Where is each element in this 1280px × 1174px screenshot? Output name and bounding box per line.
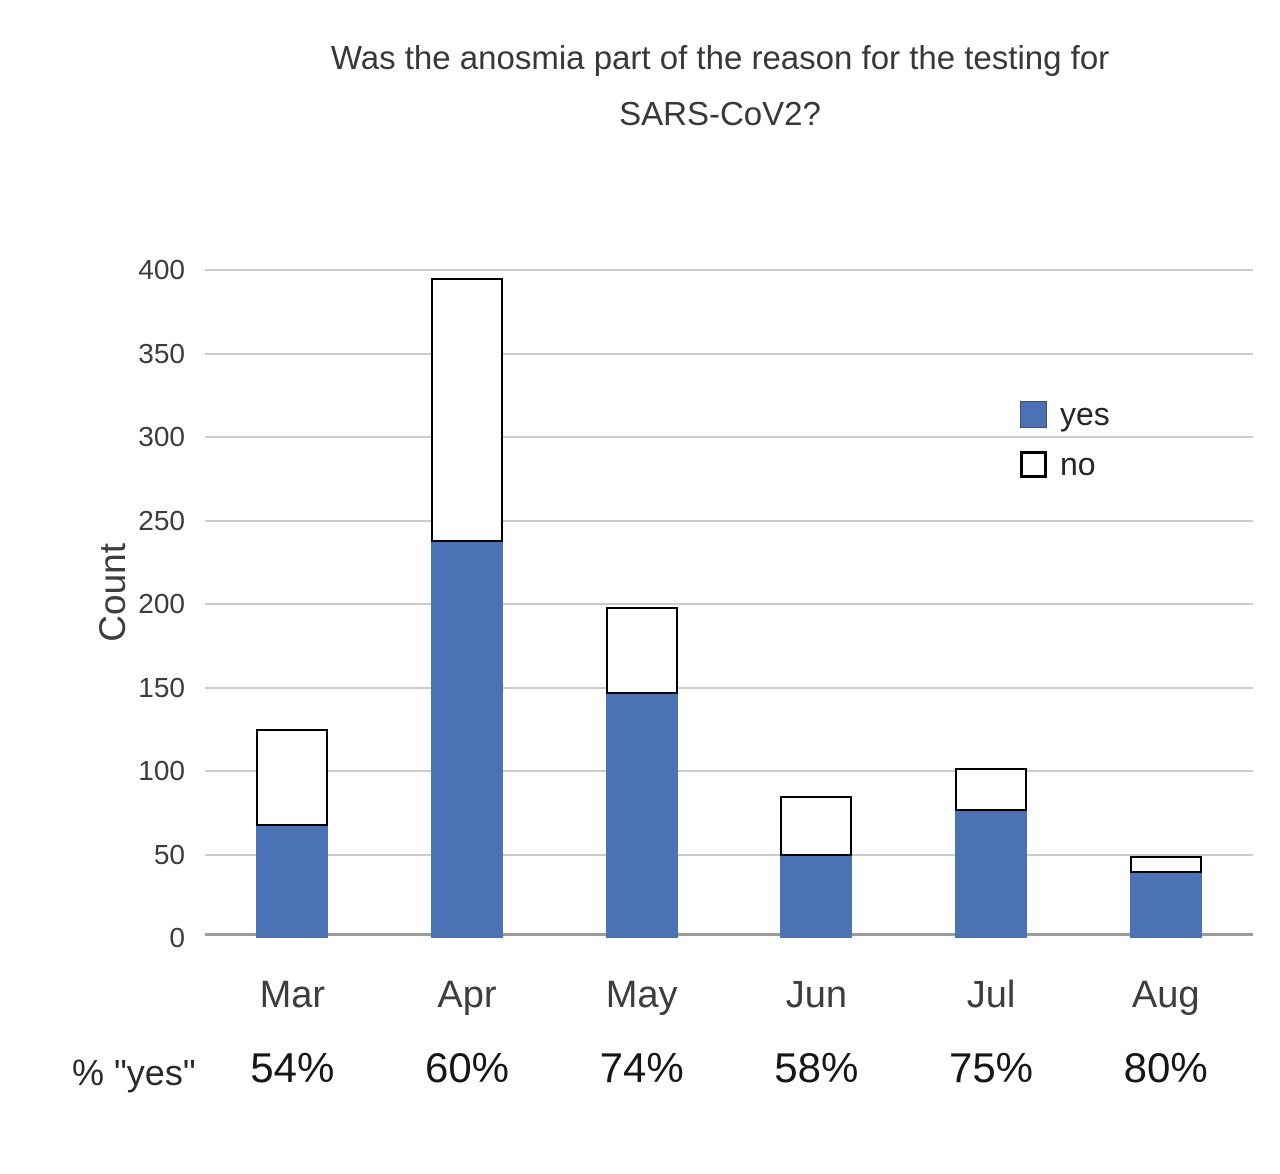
bar-segment-no [605, 607, 678, 695]
legend-swatch-yes [1020, 401, 1047, 428]
y-tick-label-250: 250 [138, 504, 185, 536]
bar-segment-yes [780, 856, 853, 938]
bar-jul [955, 767, 1027, 938]
x-tick-label-jun: Jun [785, 974, 847, 1016]
gridline-250 [205, 519, 1253, 522]
bar-apr [431, 278, 503, 938]
chart-title-line2: SARS-CoV2? [619, 95, 821, 132]
y-tick-label-400: 400 [138, 254, 185, 285]
gridline-200 [205, 603, 1253, 605]
bar-segment-yes [431, 542, 503, 938]
y-tick-label-50: 50 [153, 838, 185, 870]
bar-mar [256, 729, 329, 938]
legend: yes no [1020, 396, 1110, 496]
legend-swatch-no [1020, 451, 1047, 478]
bar-aug [1129, 856, 1202, 938]
bar-segment-no [256, 729, 329, 827]
legend-label-yes: yes [1060, 396, 1110, 432]
x-tick-label-jul: Jul [966, 974, 1016, 1016]
gridline-400 [205, 269, 1253, 271]
gridline-100 [205, 770, 1253, 772]
x-tick-label-may: May [605, 974, 678, 1016]
bar-segment-yes [1129, 872, 1202, 938]
x-tick-label-apr: Apr [437, 974, 497, 1016]
chart-title: Was the anosmia part of the reason for t… [90, 30, 1280, 142]
plot-area: 0 50 100 150 200 250 300 350 400 Mar 54% Apr 60% May 7… [138, 254, 1253, 1091]
x-tick-label-mar: Mar [259, 974, 326, 1016]
y-tick-label-150: 150 [138, 671, 185, 703]
bar-jun [780, 796, 853, 938]
bar-segment-no [431, 278, 503, 543]
y-tick-label-200: 200 [138, 588, 185, 619]
gridline-300 [205, 436, 1253, 438]
bar-segment-yes [256, 826, 329, 938]
bar-segment-yes [955, 811, 1027, 938]
pct-value-jul: 75% [948, 1044, 1034, 1091]
x-axis-line [205, 933, 1253, 936]
bar-segment-no [780, 796, 853, 857]
y-tick-label-0: 0 [169, 922, 185, 953]
pct-value-mar: 54% [250, 1044, 335, 1091]
bar-segment-yes [605, 694, 678, 938]
bar-segment-no [1129, 856, 1202, 873]
bar-may [605, 607, 678, 938]
gridline-150 [205, 686, 1253, 689]
pct-value-jun: 58% [774, 1044, 859, 1091]
y-tick-label-300: 300 [138, 421, 185, 452]
pct-row-label: % "yes" [72, 1052, 196, 1093]
y-tick-label-350: 350 [138, 337, 185, 369]
legend-label-no: no [1060, 446, 1096, 482]
y-tick-label-100: 100 [138, 755, 185, 786]
bar-segment-no [955, 767, 1027, 812]
pct-value-may: 74% [599, 1044, 684, 1091]
gridline-50 [205, 853, 1253, 856]
chart-title-line1: Was the anosmia part of the reason for t… [330, 39, 1110, 76]
gridline-350 [205, 352, 1253, 355]
legend-item-no: no [1020, 446, 1110, 483]
pct-value-aug: 80% [1123, 1044, 1208, 1091]
x-tick-label-aug: Aug [1131, 974, 1200, 1016]
pct-value-apr: 60% [424, 1044, 510, 1091]
legend-item-yes: yes [1020, 396, 1110, 433]
